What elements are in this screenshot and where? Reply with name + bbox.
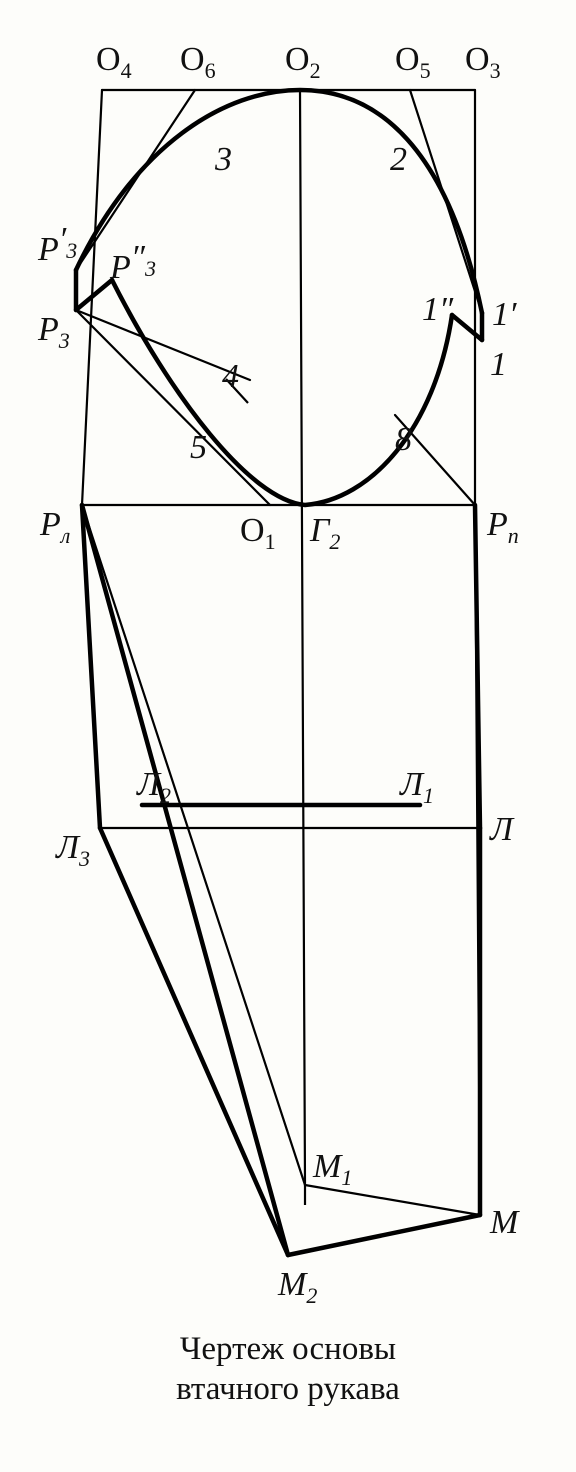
svg-text:Л3: Л3 <box>55 829 90 871</box>
svg-text:О5: О5 <box>395 41 431 83</box>
svg-text:Рл: Рл <box>39 506 70 548</box>
point-labels: О4 О6 О2 О5 О3 3 2 Р′3 Р″3 Р3 1″ 1′ 1 45 8 Рл О1 Г2 Рп Л2 Л1… <box>37 41 520 1308</box>
svg-text:1: 1 <box>490 346 507 383</box>
svg-text:1″: 1″ <box>422 291 454 328</box>
svg-text:Рп: Рп <box>486 506 519 548</box>
svg-text:Л1: Л1 <box>399 766 434 808</box>
svg-text:Г2: Г2 <box>309 512 340 554</box>
svg-text:О4: О4 <box>96 41 132 83</box>
svg-text:4: 4 <box>222 358 239 395</box>
svg-text:Р″3: Р″3 <box>109 239 156 286</box>
svg-text:М: М <box>489 1204 520 1241</box>
svg-text:3: 3 <box>214 141 232 178</box>
sleeve-diagram: О4 О6 О2 О5 О3 3 2 Р′3 Р″3 Р3 1″ 1′ 1 45 8 Рл О1 Г2 Рп Л2 Л1… <box>0 0 576 1330</box>
caption-line-2: втачного рукава <box>176 1371 400 1407</box>
svg-text:О3: О3 <box>465 41 501 83</box>
svg-text:1′: 1′ <box>492 296 517 333</box>
diagram-caption: Чертеж основы втачного рукава <box>0 1330 576 1409</box>
svg-text:Р3: Р3 <box>37 311 70 353</box>
svg-text:2: 2 <box>390 141 407 178</box>
caption-line-1: Чертеж основы <box>180 1331 396 1367</box>
svg-text:Л: Л <box>489 811 515 848</box>
svg-text:8: 8 <box>395 421 412 458</box>
svg-text:5: 5 <box>190 429 207 466</box>
svg-text:О1: О1 <box>240 512 276 554</box>
svg-text:М1: М1 <box>312 1148 352 1190</box>
svg-text:О2: О2 <box>285 41 321 83</box>
svg-text:О6: О6 <box>180 41 216 83</box>
svg-text:Л2: Л2 <box>136 766 171 808</box>
svg-text:Р′3: Р′3 <box>37 221 77 268</box>
svg-text:М2: М2 <box>277 1266 317 1308</box>
